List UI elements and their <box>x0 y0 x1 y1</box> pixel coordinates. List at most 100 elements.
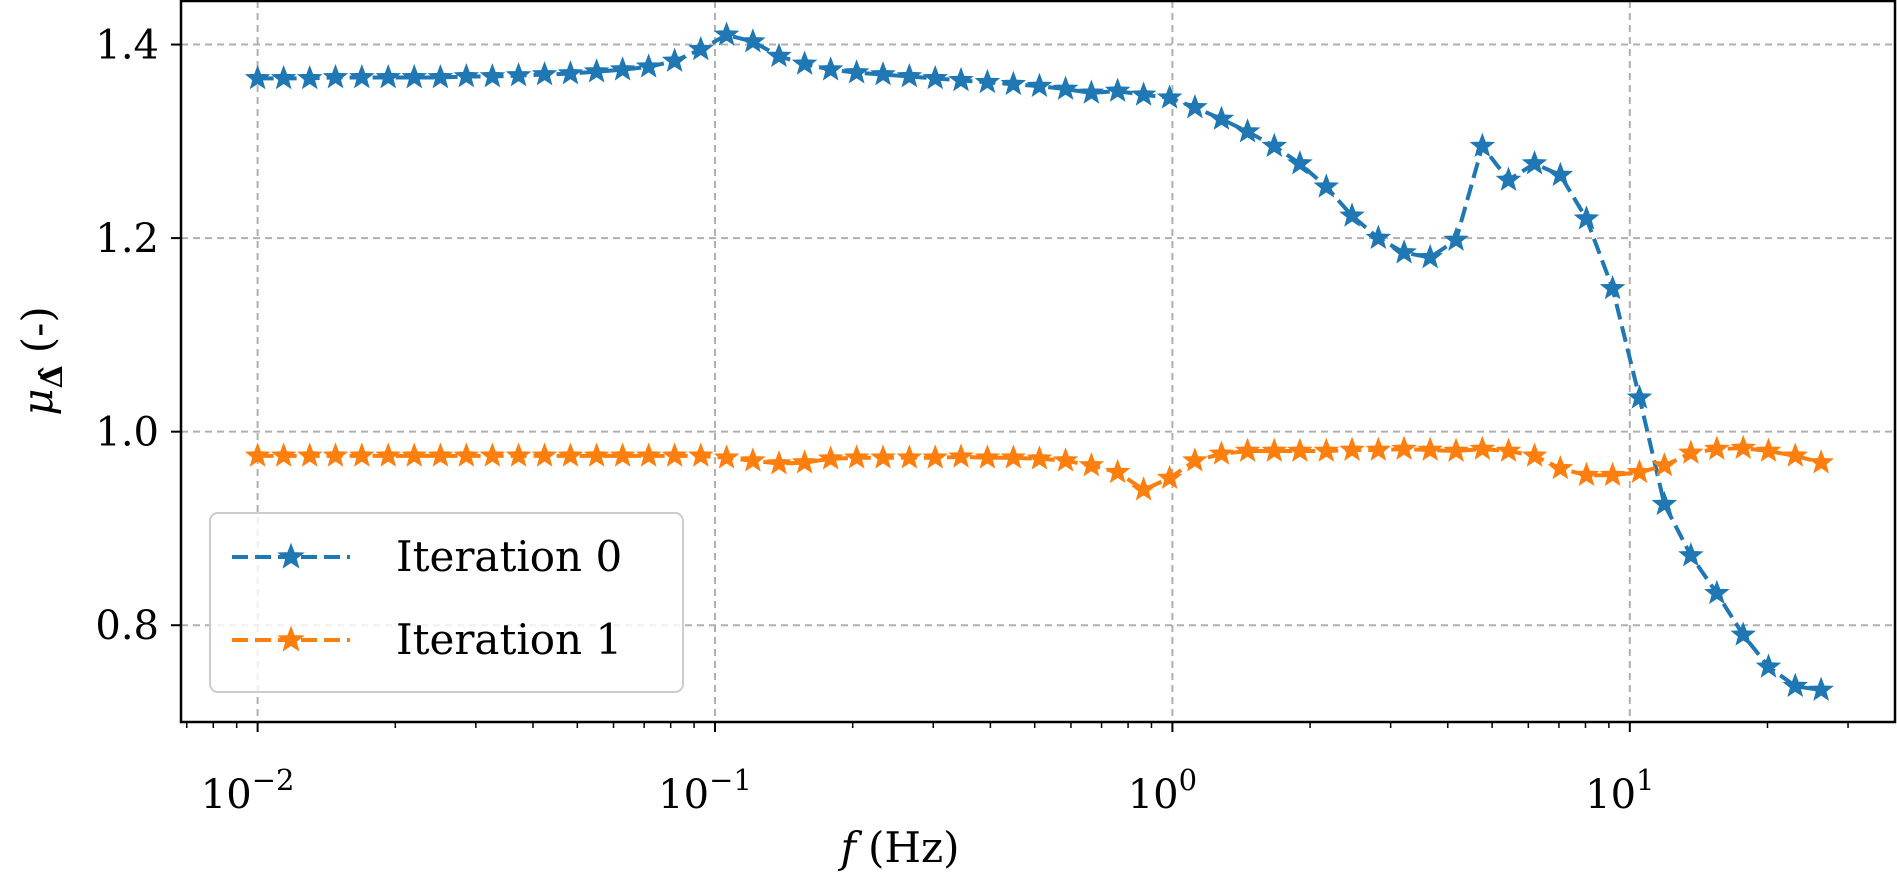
svg-text:μΔ̂(-): μΔ̂ (-) <box>13 306 70 416</box>
legend-label: Iteration 0 <box>396 532 622 581</box>
series-marker <box>870 444 896 469</box>
legend-marker <box>277 542 305 569</box>
series-marker <box>1156 84 1183 109</box>
tick-labels: 10−2 10−1 100 101 0.8 1.0 1.2 1.4 <box>95 23 1654 818</box>
series-marker <box>843 59 870 84</box>
series-marker <box>1573 205 1600 230</box>
series-marker <box>1130 476 1157 501</box>
series-2 <box>244 434 1834 501</box>
series-marker <box>322 64 349 89</box>
series-marker <box>1234 437 1261 462</box>
series-marker <box>1182 447 1208 472</box>
series-marker <box>713 444 740 469</box>
x-tick-label: 10−1 <box>658 763 752 818</box>
series-marker <box>1261 437 1288 462</box>
series-marker <box>1391 239 1417 264</box>
series-marker <box>1547 455 1574 480</box>
series-marker <box>974 68 1001 94</box>
series-marker <box>922 444 948 469</box>
x-axis-label: f (Hz) <box>837 823 959 872</box>
series-marker <box>870 61 896 86</box>
series-marker <box>948 66 974 92</box>
axis-ticks <box>171 43 1849 732</box>
series-marker <box>1234 118 1261 143</box>
series-marker <box>375 64 401 89</box>
series-marker <box>896 444 923 469</box>
x-tick-label: 10−2 <box>201 763 295 818</box>
legend-marker <box>277 625 305 652</box>
y-tick-label: 0.8 <box>95 603 159 649</box>
series-marker <box>1000 444 1027 469</box>
y-axis-symbol: μ <box>13 388 62 415</box>
series-marker <box>531 61 558 86</box>
series-marker <box>1052 447 1079 472</box>
series-marker <box>791 50 818 75</box>
series-marker <box>244 442 271 467</box>
x-axis-unit: (Hz) <box>868 823 960 872</box>
series-marker <box>1417 436 1443 461</box>
series-marker <box>479 63 506 88</box>
series-marker <box>817 445 844 470</box>
series-marker <box>1469 132 1496 158</box>
series-marker <box>1000 70 1027 96</box>
series-marker <box>479 442 506 467</box>
series-marker <box>349 442 375 467</box>
series-marker <box>635 53 662 78</box>
series-marker <box>1521 150 1548 175</box>
series-marker <box>1599 275 1626 300</box>
series-marker <box>1391 435 1417 460</box>
series-marker <box>322 442 349 467</box>
series-marker <box>401 64 428 89</box>
series-marker <box>1287 437 1313 462</box>
series-marker <box>1313 437 1340 462</box>
series-marker <box>635 442 662 467</box>
series-marker <box>1208 440 1235 465</box>
series-marker <box>427 64 454 89</box>
x-tick-label: 100 <box>1128 763 1197 818</box>
series-marker <box>1130 81 1157 106</box>
series-marker <box>1782 442 1809 467</box>
series-marker <box>557 60 584 85</box>
series-marker <box>557 442 584 467</box>
legend-label: Iteration 1 <box>396 615 622 664</box>
series-marker <box>817 56 844 81</box>
series-marker <box>1626 384 1653 409</box>
series-marker <box>896 63 923 88</box>
series-marker <box>766 450 792 475</box>
series-marker <box>1678 542 1704 567</box>
series-marker <box>1730 434 1756 459</box>
series-marker <box>453 63 480 88</box>
series-marker <box>1026 72 1053 98</box>
series-marker <box>296 442 323 467</box>
series-marker <box>1469 435 1496 460</box>
series-marker <box>401 442 428 467</box>
series-marker <box>1078 452 1105 477</box>
series-marker <box>583 58 610 83</box>
series-marker <box>1156 464 1183 489</box>
series-marker <box>766 42 792 68</box>
y-tick-label: 1.2 <box>95 216 159 262</box>
series-marker <box>1755 437 1782 462</box>
series-marker <box>661 47 688 72</box>
series-marker <box>609 56 636 81</box>
series-marker <box>1313 173 1340 198</box>
legend-entry-2: Iteration 1 <box>232 615 622 664</box>
series-marker <box>1704 435 1730 460</box>
series-marker <box>1182 94 1208 119</box>
grid-lines <box>181 1 1895 722</box>
series-marker <box>1104 458 1131 484</box>
series-marker <box>505 442 532 467</box>
series-marker <box>1026 445 1053 470</box>
series-marker <box>1104 77 1131 102</box>
series-marker <box>1052 75 1079 100</box>
series-marker <box>270 64 297 90</box>
series-marker <box>453 442 480 467</box>
series-marker <box>1261 132 1288 158</box>
series-marker <box>1339 436 1365 461</box>
series-marker <box>1443 437 1469 462</box>
series-marker <box>1521 442 1548 467</box>
series-marker <box>740 447 766 472</box>
series-marker <box>843 444 870 469</box>
series-marker <box>1704 579 1730 605</box>
series-marker <box>1339 202 1365 227</box>
